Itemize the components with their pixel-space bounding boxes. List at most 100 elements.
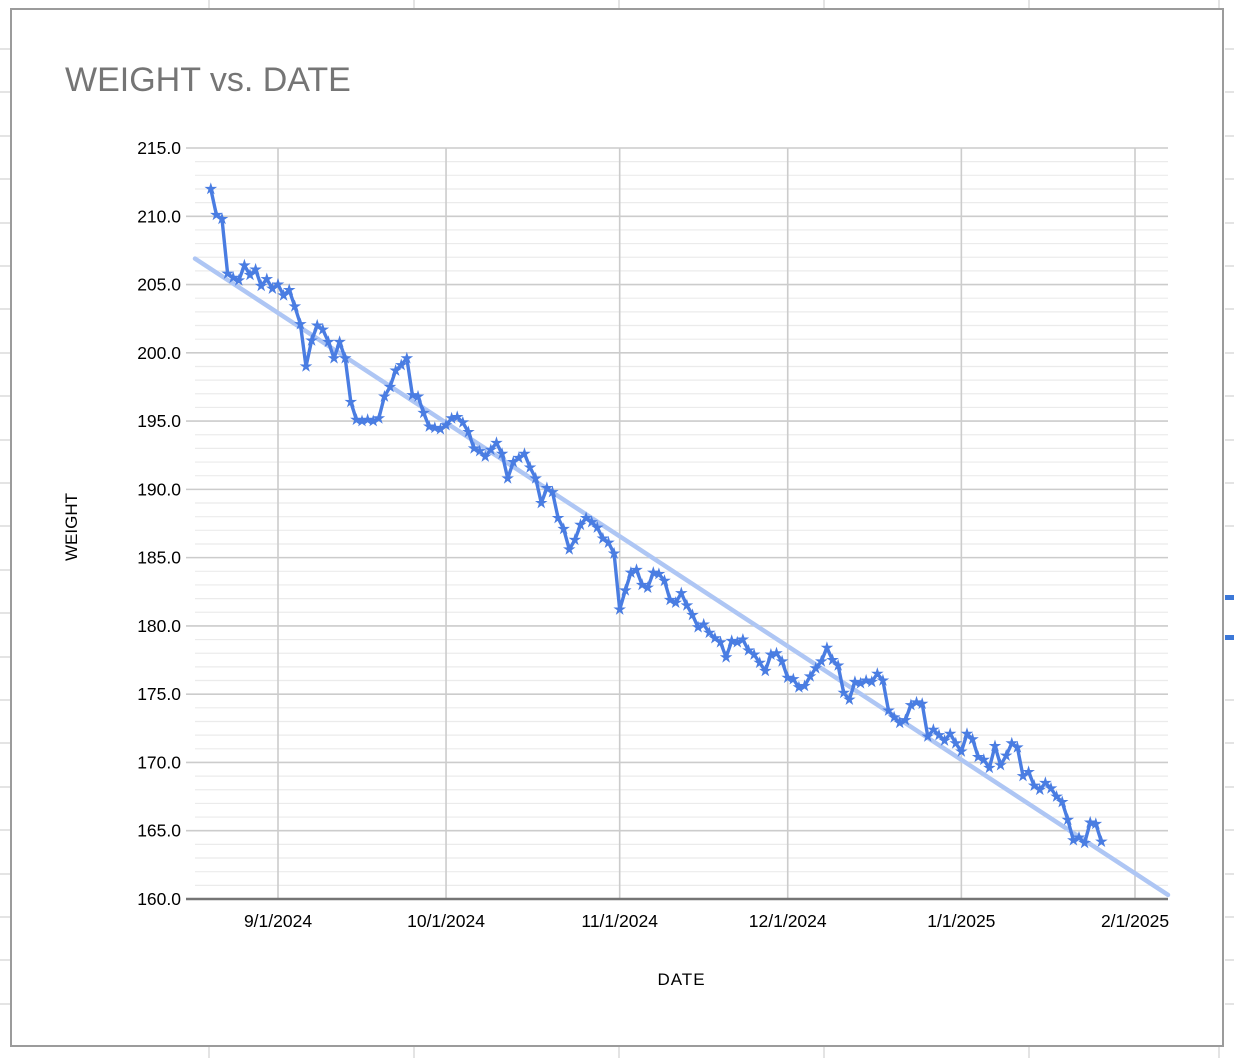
data-point-marker[interactable]: [613, 602, 626, 615]
data-point-marker[interactable]: [669, 596, 682, 608]
data-point-marker[interactable]: [1072, 831, 1086, 843]
data-point-marker[interactable]: [641, 581, 654, 593]
data-point-marker[interactable]: [243, 268, 257, 281]
data-point-marker[interactable]: [204, 182, 218, 195]
data-point-marker[interactable]: [619, 583, 632, 596]
data-point-marker[interactable]: [355, 414, 369, 427]
data-point-marker[interactable]: [675, 586, 688, 599]
data-point-marker[interactable]: [1033, 783, 1047, 796]
data-point-marker[interactable]: [445, 411, 458, 424]
data-point-marker[interactable]: [535, 496, 548, 509]
data-point-marker[interactable]: [815, 654, 828, 667]
trendline[interactable]: [192, 256, 1171, 898]
data-point-marker[interactable]: [983, 761, 996, 774]
data-point-marker[interactable]: [843, 693, 856, 705]
data-point-marker[interactable]: [1067, 833, 1080, 846]
weight-series-line[interactable]: [209, 187, 1104, 845]
data-point-marker[interactable]: [249, 262, 262, 275]
data-point-marker[interactable]: [282, 283, 296, 296]
data-point-marker[interactable]: [719, 650, 733, 663]
data-point-marker[interactable]: [366, 414, 380, 427]
data-point-marker[interactable]: [490, 436, 503, 449]
data-point-marker[interactable]: [663, 593, 677, 606]
data-point-marker[interactable]: [960, 727, 974, 740]
data-point-marker[interactable]: [557, 522, 570, 535]
data-point-marker[interactable]: [652, 567, 666, 580]
data-point-marker[interactable]: [747, 648, 761, 660]
data-point-marker[interactable]: [1005, 736, 1019, 749]
data-point-marker[interactable]: [467, 441, 481, 454]
data-point-marker[interactable]: [551, 511, 565, 524]
data-point-marker[interactable]: [994, 758, 1007, 771]
data-point-marker[interactable]: [271, 277, 285, 290]
data-point-marker[interactable]: [579, 511, 593, 524]
data-point-marker[interactable]: [949, 736, 963, 749]
data-point-marker[interactable]: [389, 364, 402, 376]
data-point-marker[interactable]: [1022, 765, 1035, 778]
data-point-marker[interactable]: [395, 358, 408, 371]
data-point-marker[interactable]: [338, 351, 352, 364]
data-point-marker[interactable]: [938, 734, 951, 746]
data-point-marker[interactable]: [742, 643, 755, 656]
data-point-marker[interactable]: [591, 521, 604, 533]
data-point-marker[interactable]: [686, 608, 699, 621]
data-point-marker[interactable]: [523, 460, 537, 473]
data-point-marker[interactable]: [753, 656, 766, 669]
data-point-marker[interactable]: [714, 635, 727, 648]
data-point-marker[interactable]: [809, 661, 822, 674]
data-point-marker[interactable]: [971, 750, 985, 763]
data-point-marker[interactable]: [574, 518, 587, 531]
data-point-marker[interactable]: [1027, 779, 1041, 791]
data-point-marker[interactable]: [630, 563, 643, 576]
data-point-marker[interactable]: [1050, 790, 1063, 802]
data-point-marker[interactable]: [344, 395, 358, 408]
data-point-marker[interactable]: [607, 546, 621, 559]
data-point-marker[interactable]: [327, 351, 341, 364]
data-point-marker[interactable]: [932, 728, 946, 741]
data-point-marker[interactable]: [703, 626, 716, 639]
data-point-marker[interactable]: [529, 471, 542, 484]
data-point-marker[interactable]: [837, 686, 851, 699]
data-point-marker[interactable]: [260, 272, 274, 285]
data-point-marker[interactable]: [585, 515, 598, 528]
data-point-marker[interactable]: [1055, 795, 1069, 808]
data-point-marker[interactable]: [215, 212, 229, 225]
data-point-marker[interactable]: [288, 299, 302, 312]
data-point-marker[interactable]: [439, 418, 453, 431]
data-point-marker[interactable]: [899, 713, 912, 726]
data-point-marker[interactable]: [865, 675, 879, 688]
data-point-marker[interactable]: [731, 635, 744, 648]
data-point-marker[interactable]: [876, 673, 890, 686]
data-point-marker[interactable]: [473, 444, 486, 457]
data-point-marker[interactable]: [372, 411, 386, 424]
data-point-marker[interactable]: [624, 566, 638, 578]
data-point-marker[interactable]: [507, 455, 520, 468]
data-point-marker[interactable]: [736, 633, 750, 645]
data-point-marker[interactable]: [221, 267, 234, 279]
data-point-marker[interactable]: [658, 574, 671, 587]
data-point-marker[interactable]: [955, 744, 968, 757]
data-point-marker[interactable]: [232, 273, 246, 286]
data-point-marker[interactable]: [226, 271, 240, 284]
data-point-marker[interactable]: [759, 664, 772, 677]
data-point-marker[interactable]: [927, 723, 940, 735]
data-point-marker[interactable]: [943, 727, 957, 740]
data-point-marker[interactable]: [305, 333, 318, 346]
data-point-marker[interactable]: [277, 288, 290, 301]
data-point-marker[interactable]: [602, 536, 615, 548]
data-point-marker[interactable]: [1039, 776, 1052, 789]
data-point-marker[interactable]: [417, 406, 430, 419]
data-point-marker[interactable]: [456, 415, 470, 428]
data-point-marker[interactable]: [871, 667, 884, 679]
data-point-marker[interactable]: [775, 654, 789, 667]
data-point-marker[interactable]: [882, 704, 895, 716]
data-point-marker[interactable]: [831, 658, 845, 671]
data-point-marker[interactable]: [568, 533, 582, 546]
data-point-marker[interactable]: [310, 318, 324, 331]
data-point-marker[interactable]: [1011, 740, 1024, 753]
data-point-marker[interactable]: [764, 648, 778, 660]
data-point-marker[interactable]: [546, 485, 559, 498]
data-point-marker[interactable]: [977, 753, 991, 766]
data-point-marker[interactable]: [484, 443, 498, 456]
data-point-marker[interactable]: [378, 389, 391, 402]
